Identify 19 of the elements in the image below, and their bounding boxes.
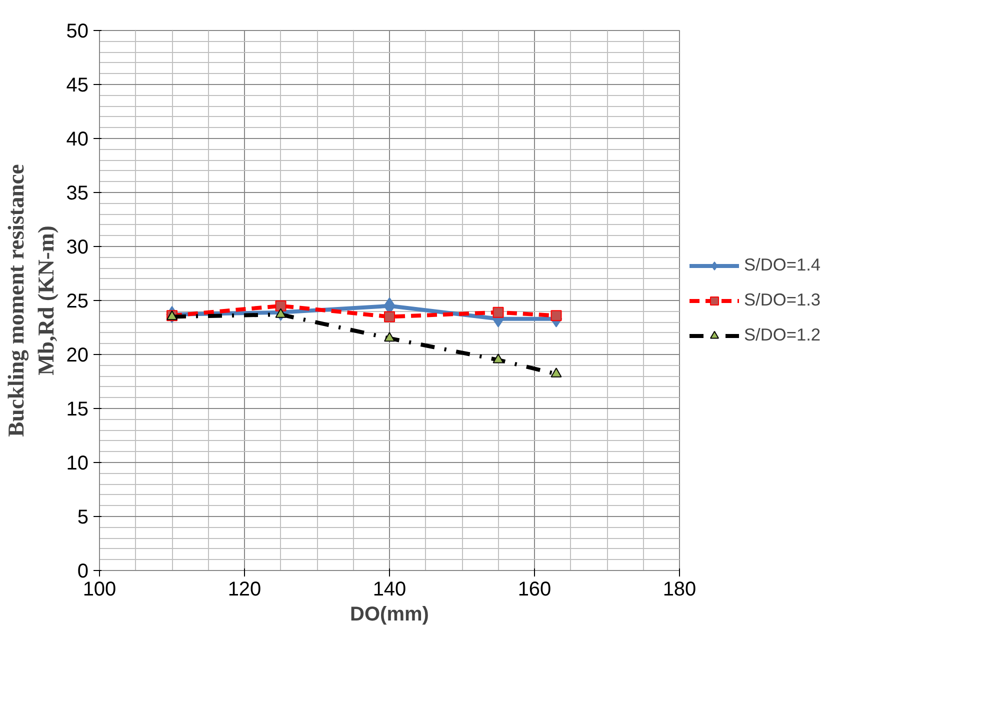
legend-label: S/DO=1.4 [744,254,821,276]
x-axis-title: DO(mm) [350,604,429,626]
x-tick-label: 180 [662,578,696,600]
y-tick-label: 20 [66,344,89,366]
y-tick-label: 50 [66,20,89,42]
legend-label: S/DO=1.2 [744,324,821,346]
x-tick-label: 120 [228,578,262,600]
y-tick-label: 35 [66,182,89,204]
x-tick-label: 140 [372,578,406,600]
y-tick-label: 30 [66,236,89,258]
y-tick-label: 5 [77,506,88,528]
y-axis-title: Buckling moment resistance Mb,Rd (KN-m) [3,164,58,437]
y-tick-label: 15 [66,398,89,420]
y-tick-label: 40 [66,128,89,150]
x-tick-label: 160 [518,578,552,600]
legend-label: S/DO=1.3 [744,290,821,310]
y-tick-label: 45 [66,74,89,96]
y-tick-label: 10 [66,452,89,474]
y-tick-label: 25 [66,290,89,312]
